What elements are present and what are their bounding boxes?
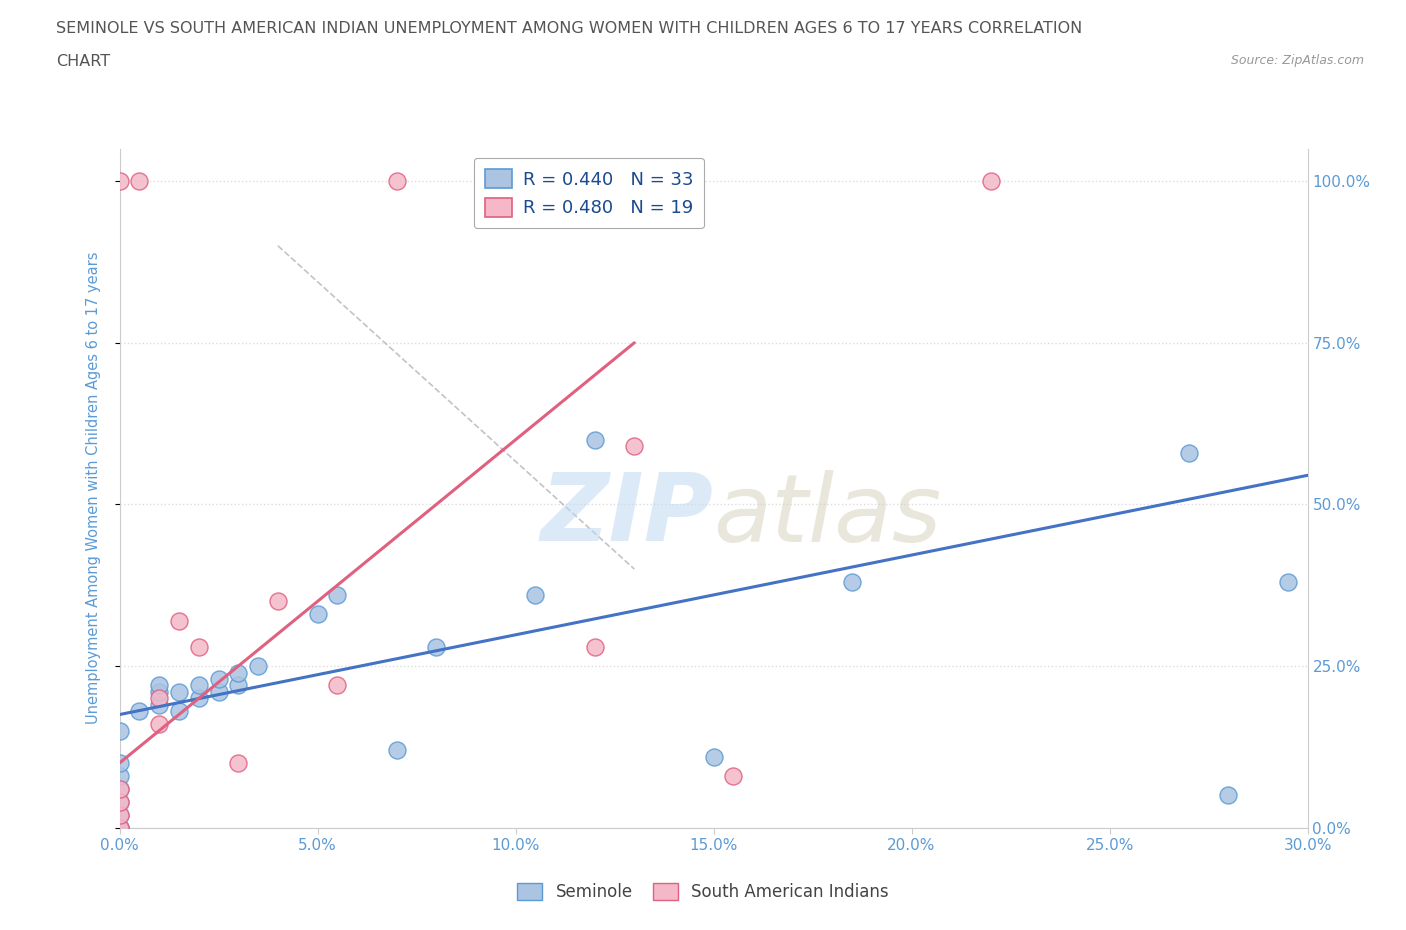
Point (108, 820, 131, 835)
Point (207, 671, 229, 686)
Point (524, 588, 547, 603)
Point (326, 678, 349, 693)
Point (228, 755, 250, 770)
Text: SEMINOLE VS SOUTH AMERICAN INDIAN UNEMPLOYMENT AMONG WOMEN WITH CHILDREN AGES 6 : SEMINOLE VS SOUTH AMERICAN INDIAN UNEMPL… (56, 21, 1083, 36)
Point (148, 717, 170, 732)
Point (108, 794, 131, 809)
Point (108, 781, 131, 796)
Point (108, 807, 131, 822)
Point (187, 678, 209, 693)
Point (623, 439, 645, 454)
Point (228, 678, 250, 693)
Point (207, 684, 229, 699)
Point (307, 607, 329, 622)
Point (148, 691, 170, 706)
Point (228, 665, 250, 680)
Legend: R = 0.440   N = 33, R = 0.480   N = 19: R = 0.440 N = 33, R = 0.480 N = 19 (474, 158, 704, 228)
Text: ZIP: ZIP (541, 470, 713, 562)
Point (108, 820, 131, 835)
Point (128, 174, 150, 189)
Text: CHART: CHART (56, 54, 110, 69)
Point (1218, 788, 1240, 803)
Point (108, 807, 131, 822)
Point (167, 684, 190, 699)
Point (583, 432, 606, 447)
Point (108, 755, 131, 770)
Point (583, 639, 606, 654)
Point (187, 639, 209, 654)
Point (544, 174, 567, 189)
Point (385, 743, 408, 758)
Point (108, 820, 131, 835)
Point (148, 678, 170, 693)
Point (1277, 575, 1299, 590)
Point (980, 174, 1002, 189)
Point (167, 704, 190, 719)
Point (385, 174, 408, 189)
Point (841, 575, 863, 590)
Point (148, 684, 170, 699)
Point (247, 658, 270, 673)
Point (702, 750, 725, 764)
Point (167, 614, 190, 629)
Point (108, 174, 131, 189)
Point (108, 794, 131, 809)
Text: Source: ZipAtlas.com: Source: ZipAtlas.com (1230, 54, 1364, 67)
Text: atlas: atlas (713, 470, 942, 561)
Legend: Seminole, South American Indians: Seminole, South American Indians (510, 876, 896, 908)
Point (723, 768, 745, 783)
Point (108, 820, 131, 835)
Point (187, 691, 209, 706)
Point (326, 588, 349, 603)
Y-axis label: Unemployment Among Women with Children Ages 6 to 17 years: Unemployment Among Women with Children A… (86, 252, 101, 724)
Point (267, 594, 290, 609)
Point (1178, 445, 1201, 460)
Point (108, 724, 131, 738)
Point (128, 704, 150, 719)
Point (108, 768, 131, 783)
Point (108, 781, 131, 796)
Point (425, 639, 447, 654)
Point (148, 698, 170, 712)
